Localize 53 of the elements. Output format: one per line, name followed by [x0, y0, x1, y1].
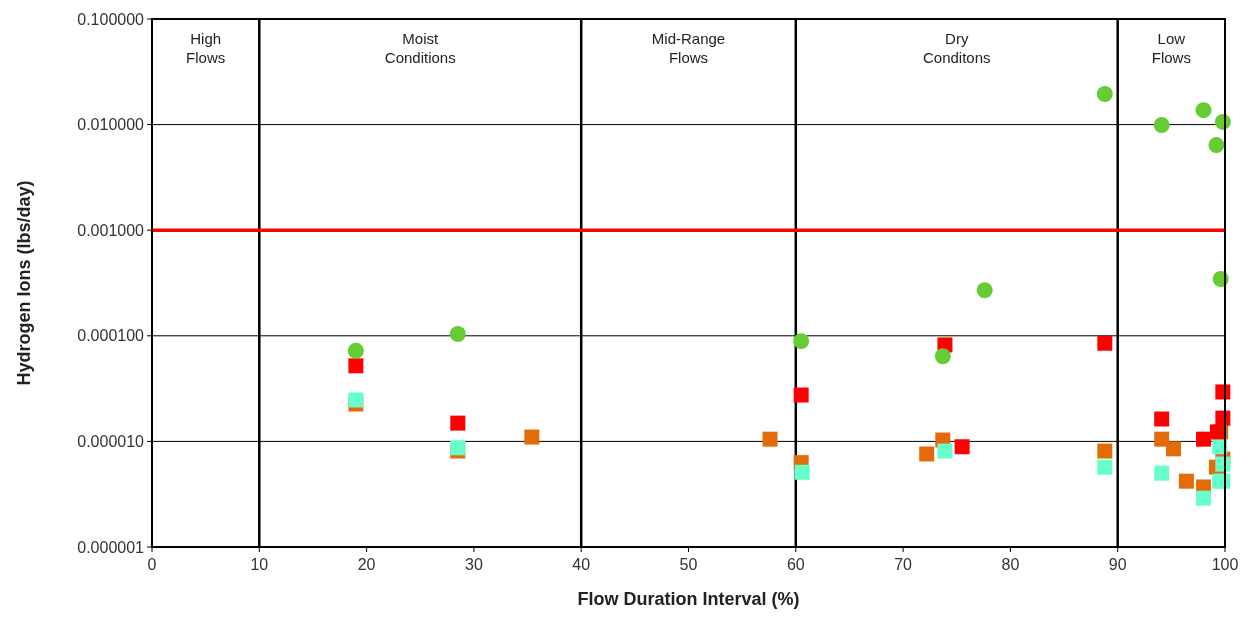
point [348, 358, 364, 374]
x-tick-label: 0 [147, 556, 157, 573]
point [1097, 459, 1113, 475]
point [1166, 441, 1181, 457]
point [794, 464, 810, 480]
x-tick-label: 20 [357, 556, 376, 573]
point [954, 439, 970, 455]
point [449, 326, 466, 342]
point [1154, 465, 1170, 481]
x-axis-title: Flow Duration Interval (%) [577, 589, 800, 609]
point [919, 446, 935, 462]
y-tick-label: 0.000010 [77, 433, 145, 450]
x-tick-label: 10 [250, 556, 269, 573]
point [1195, 102, 1212, 119]
point [793, 387, 809, 403]
y-tick-label: 0.000100 [77, 327, 145, 345]
point [793, 333, 810, 350]
point [1096, 85, 1113, 102]
point [1196, 490, 1212, 506]
point [1154, 431, 1170, 447]
point [348, 392, 364, 408]
annotation: Low Flows [1151, 30, 1191, 66]
x-tick-label: 50 [679, 556, 698, 573]
y-tick-label: 0.000001 [77, 538, 145, 556]
y-axis-title: Hydrogen Ions (lbs/day) [14, 180, 34, 386]
point [1097, 335, 1113, 351]
point [1178, 473, 1194, 489]
point [976, 282, 993, 299]
x-tick-label: 30 [465, 556, 483, 573]
annotation: Dry Conditons [922, 30, 991, 66]
y-tick-label: 0.010000 [77, 116, 145, 134]
annotation: Mid-Range Flows [651, 30, 726, 66]
y-tick-label: 0.100000 [77, 10, 145, 28]
point [1208, 137, 1225, 154]
point [1153, 117, 1170, 134]
x-tick-label: 90 [1108, 556, 1127, 573]
point [1097, 443, 1113, 459]
annotation: High Flows [186, 30, 226, 66]
point [450, 415, 466, 431]
point [937, 443, 953, 459]
y-tick-label: 0.001000 [77, 221, 145, 239]
x-tick-label: 60 [786, 556, 805, 573]
point [934, 348, 951, 365]
x-tick-label: 100 [1211, 556, 1239, 573]
point [1196, 431, 1212, 447]
point [1154, 411, 1170, 427]
point [762, 431, 778, 447]
x-tick-label: 40 [572, 556, 591, 573]
x-tick-label: 80 [1001, 556, 1020, 573]
annotation: Moist Conditions [384, 30, 456, 66]
point [524, 429, 540, 445]
x-tick-label: 70 [894, 556, 913, 573]
point [347, 342, 364, 359]
